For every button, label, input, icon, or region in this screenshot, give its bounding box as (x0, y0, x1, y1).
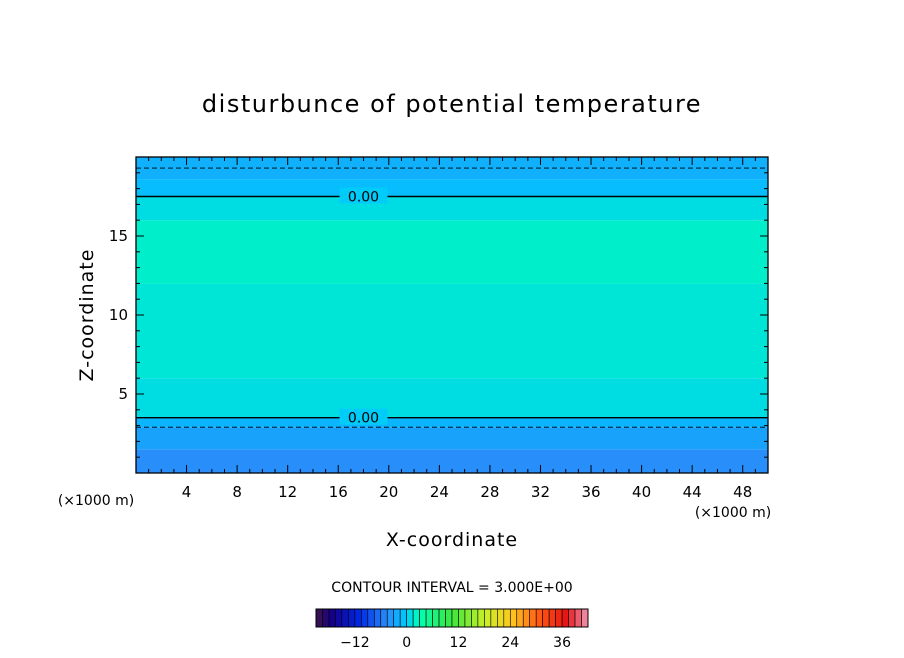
colorbar-cell (361, 608, 369, 628)
colorbar-cell (503, 608, 511, 628)
colorbar-ticks: −12 0 12 24 36 (340, 635, 571, 651)
x-unit-label-right: (×1000 m) (695, 505, 771, 521)
colorbar-cell (451, 608, 459, 628)
plot-area (136, 157, 768, 473)
colorbar-cell (322, 608, 330, 628)
x-tick-label: 12 (278, 483, 297, 501)
colorbar-tick-label: 24 (501, 635, 519, 651)
contour-lines (136, 167, 768, 428)
colorbar-cell (555, 608, 563, 628)
x-tick-label: 40 (632, 483, 651, 501)
x-tick-label: 44 (683, 483, 702, 501)
colorbar-cell (380, 608, 388, 628)
colorbar-cell (542, 608, 550, 628)
colorbar-cell (406, 608, 414, 628)
colorbar-cell (445, 608, 453, 628)
colorbar-cell (354, 608, 362, 628)
colorbar-cell (412, 608, 420, 628)
colorbar-tick-label: 36 (553, 635, 571, 651)
chart-title: disturbunce of potential temperature (202, 90, 702, 118)
colorbar-cell (419, 608, 427, 628)
colorbar-cell (509, 608, 518, 628)
x-tick-label: 16 (329, 483, 348, 501)
field-band-7 (136, 179, 768, 197)
field-band-1 (136, 427, 768, 450)
colorbar-cell (548, 608, 556, 628)
colorbar-cell (535, 608, 543, 628)
colorbar-cell (341, 608, 349, 628)
colorbar-cell (399, 608, 407, 628)
field-band-2 (136, 417, 768, 428)
colorbar-tick-label: −12 (340, 635, 370, 651)
colorbar-cell (393, 608, 401, 628)
x-axis-label: X-coordinate (386, 529, 518, 551)
x-tick-label: 48 (733, 483, 752, 501)
colorbar-cell (490, 608, 498, 628)
colorbar-cell (471, 608, 479, 628)
y-axis-label: Z-coordinate (76, 249, 98, 382)
colorbar-cell (458, 608, 466, 628)
colorbar-cell (464, 608, 472, 628)
x-unit-label-left: (×1000 m) (58, 493, 134, 509)
y-tick-label: 5 (118, 385, 128, 403)
colorbar-cell (373, 608, 382, 628)
x-tick-label: 24 (430, 483, 449, 501)
x-axis: 4 8 12 16 20 24 28 32 36 40 44 48 (148, 157, 756, 501)
colorbar-frame (315, 608, 589, 628)
contour-labels: 0.00 0.00 (339, 187, 388, 427)
y-tick-label: 10 (109, 306, 128, 324)
field-band-6 (136, 196, 768, 221)
x-tick-label: 20 (379, 483, 398, 501)
contour-label-bg-1 (339, 408, 388, 425)
colorbar-cell (432, 608, 440, 628)
colorbar-cell (581, 608, 589, 628)
field-band-3 (136, 378, 768, 418)
colorbar-cell (529, 608, 537, 628)
contour-label-0: 0.00 (348, 190, 379, 206)
colorbar-cell (484, 608, 492, 628)
contour-label-1: 0.00 (348, 411, 379, 427)
colorbar-cell (497, 608, 505, 628)
colorbar-tick-label: 12 (450, 635, 468, 651)
colorbar-cell (438, 608, 446, 628)
colorbar-cell (328, 608, 336, 628)
x-tick-label: 28 (480, 483, 499, 501)
x-tick-label: 36 (581, 483, 600, 501)
contour-interval-text: CONTOUR INTERVAL = 3.000E+00 (331, 580, 572, 596)
x-tick-label: 4 (182, 483, 192, 501)
colorbar-cell (516, 608, 524, 628)
colorbar-cell (522, 608, 531, 628)
field-band-4 (136, 283, 768, 379)
colorbar-cell (335, 608, 343, 628)
x-tick-label: 8 (232, 483, 242, 501)
colorbar-cell (348, 608, 356, 628)
y-axis: 5 10 15 (109, 172, 768, 458)
y-tick-label: 15 (109, 227, 128, 245)
colorbar-cell (367, 608, 375, 628)
colorbar-tick-label: 0 (402, 635, 411, 651)
colorbar-cell (574, 608, 582, 628)
colorbar-cell (561, 608, 569, 628)
colorbar-cell (477, 608, 485, 628)
x-tick-label: 32 (531, 483, 550, 501)
colorbar-cell (386, 608, 395, 628)
colorbar-cell (568, 608, 576, 628)
contour-label-bg-0 (339, 187, 388, 204)
colorbar-cell (425, 608, 433, 628)
field-band-0 (136, 449, 768, 473)
colorbar (315, 608, 589, 628)
colorbar-cell (315, 608, 323, 628)
field-band-5 (136, 220, 768, 284)
